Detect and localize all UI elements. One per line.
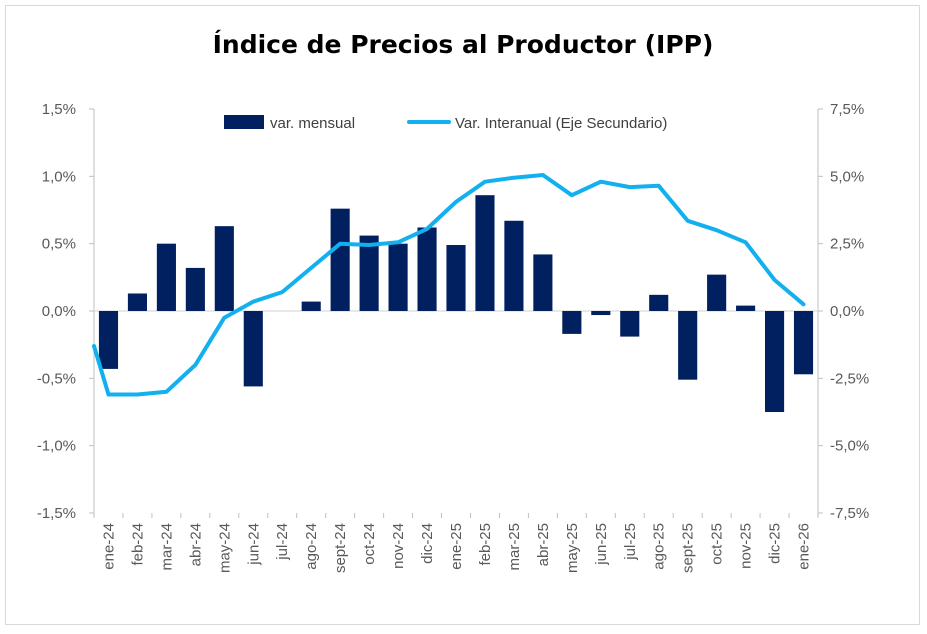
bar-feb-24	[127, 293, 147, 311]
x-tick-label: nov-25	[738, 523, 755, 569]
bar-abr-24	[185, 267, 205, 311]
x-tick-label: mar-25	[506, 523, 523, 571]
x-axis: ene-24 feb-24 mar-24 abr-24 may-24 jun-24 jul-…	[93, 513, 819, 573]
x-tick-label: nov-24	[390, 523, 407, 569]
primary-tick-label: -1,0%	[37, 438, 76, 455]
x-tick-label: sept-24	[332, 523, 349, 573]
bar-abr-25	[533, 254, 553, 311]
bar-ene-25	[446, 245, 466, 311]
x-tick-label: abr-24	[187, 523, 204, 566]
secondary-tick-label: 2,5%	[830, 236, 864, 253]
legend-label-bar: var. mensual	[270, 115, 355, 132]
secondary-tick-label: -7,5%	[830, 505, 869, 522]
x-tick-label: ago-24	[303, 523, 320, 570]
x-tick-label: oct-24	[361, 523, 378, 565]
legend: var. mensual Var. Interanual (Eje Secund…	[224, 115, 667, 132]
x-tick-label: feb-24	[129, 523, 146, 566]
x-tick-label: jul-25	[622, 523, 639, 561]
primary-tick-label: 1,5%	[42, 101, 76, 118]
bar-ene-24	[98, 311, 119, 369]
x-tick-label: oct-25	[709, 523, 726, 565]
bar-may-25	[562, 311, 582, 334]
bar-dic-24	[417, 227, 437, 311]
chart-title: Índice de Precios al Productor (IPP)	[213, 30, 714, 59]
bar-series	[98, 195, 814, 412]
x-tick-label: ago-25	[651, 523, 668, 570]
x-tick-label: mar-24	[158, 523, 175, 571]
primary-tick-label: 0,0%	[42, 303, 76, 320]
x-tick-label: may-24	[216, 523, 233, 573]
bar-sept-25	[678, 311, 698, 380]
primary-tick-label: -1,5%	[37, 505, 76, 522]
x-tick-label: jun-24	[245, 523, 262, 566]
bar-sept-24	[330, 208, 350, 311]
bar-nov-25	[736, 305, 756, 311]
bar-dic-25	[765, 311, 785, 412]
x-tick-label: jul-24	[274, 523, 291, 561]
x-tick-label: feb-25	[477, 523, 494, 566]
bar-oct-25	[707, 274, 727, 311]
primary-axis: -1,5% -1,0% -0,5% 0,0% 0,5% 1,0% 1,5%	[37, 101, 94, 522]
primary-tick-label: -0,5%	[37, 370, 76, 387]
x-tick-label: sept-25	[680, 523, 697, 573]
x-tick-label: ene-26	[796, 523, 813, 570]
bar-jun-24	[243, 311, 263, 387]
x-tick-label: dic-24	[419, 523, 436, 564]
secondary-axis: -7,5% -5,0% -2,5% 0,0% 2,5% 5,0% 7,5%	[818, 101, 869, 522]
bar-jul-25	[620, 311, 640, 337]
bar-jun-25	[591, 311, 611, 316]
x-tick-label: jun-25	[593, 523, 610, 566]
x-tick-label: dic-25	[767, 523, 784, 564]
secondary-tick-label: 7,5%	[830, 101, 864, 118]
bar-mar-24	[156, 243, 176, 311]
secondary-tick-label: 0,0%	[830, 303, 864, 320]
bar-mar-25	[504, 220, 524, 311]
bar-nov-24	[388, 243, 408, 311]
primary-tick-label: 0,5%	[42, 236, 76, 253]
x-tick-label: abr-25	[535, 523, 552, 566]
line-interanual	[92, 173, 806, 397]
bar-feb-25	[475, 195, 495, 311]
x-tick-label: ene-24	[100, 523, 117, 570]
secondary-tick-label: 5,0%	[830, 168, 864, 185]
legend-label-line: Var. Interanual (Eje Secundario)	[455, 115, 667, 132]
bar-oct-24	[359, 235, 379, 311]
primary-tick-label: 1,0%	[42, 168, 76, 185]
secondary-tick-label: -2,5%	[830, 370, 869, 387]
bar-ago-24	[301, 301, 321, 311]
bar-ene-26	[793, 311, 814, 375]
x-tick-label: ene-25	[448, 523, 465, 570]
bar-ago-25	[649, 294, 669, 311]
secondary-tick-label: -5,0%	[830, 438, 869, 455]
x-tick-label: may-25	[564, 523, 581, 573]
bar-may-24	[214, 226, 234, 311]
line-series	[92, 173, 806, 397]
legend-swatch-bar	[224, 115, 264, 129]
